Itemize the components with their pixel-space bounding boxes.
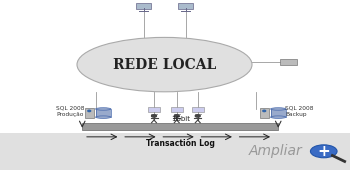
Text: Ampliar: Ampliar	[249, 144, 303, 158]
Text: 1Gbit: 1Gbit	[171, 116, 190, 122]
FancyBboxPatch shape	[85, 108, 94, 118]
Circle shape	[310, 145, 337, 158]
Text: SQL 2008
Produção: SQL 2008 Produção	[56, 106, 84, 117]
FancyBboxPatch shape	[260, 108, 269, 118]
Bar	[82, 123, 278, 130]
Circle shape	[263, 110, 266, 112]
FancyBboxPatch shape	[136, 3, 151, 8]
Ellipse shape	[271, 108, 286, 110]
Bar	[271, 109, 286, 117]
FancyBboxPatch shape	[148, 107, 160, 112]
Text: SQL 2008
Backup: SQL 2008 Backup	[285, 106, 314, 117]
Bar	[96, 109, 111, 117]
Circle shape	[152, 115, 156, 117]
Circle shape	[195, 115, 200, 117]
Ellipse shape	[77, 37, 252, 92]
Ellipse shape	[96, 108, 111, 110]
Text: REDE LOCAL: REDE LOCAL	[113, 58, 216, 72]
Bar	[0, 133, 350, 170]
Text: Transaction Log: Transaction Log	[146, 139, 215, 148]
FancyBboxPatch shape	[178, 3, 193, 8]
FancyBboxPatch shape	[192, 107, 204, 112]
FancyBboxPatch shape	[280, 59, 297, 65]
Ellipse shape	[96, 116, 111, 118]
Text: +: +	[317, 144, 330, 159]
Ellipse shape	[271, 116, 286, 118]
Circle shape	[88, 110, 91, 112]
FancyBboxPatch shape	[171, 107, 183, 112]
Circle shape	[174, 115, 179, 117]
